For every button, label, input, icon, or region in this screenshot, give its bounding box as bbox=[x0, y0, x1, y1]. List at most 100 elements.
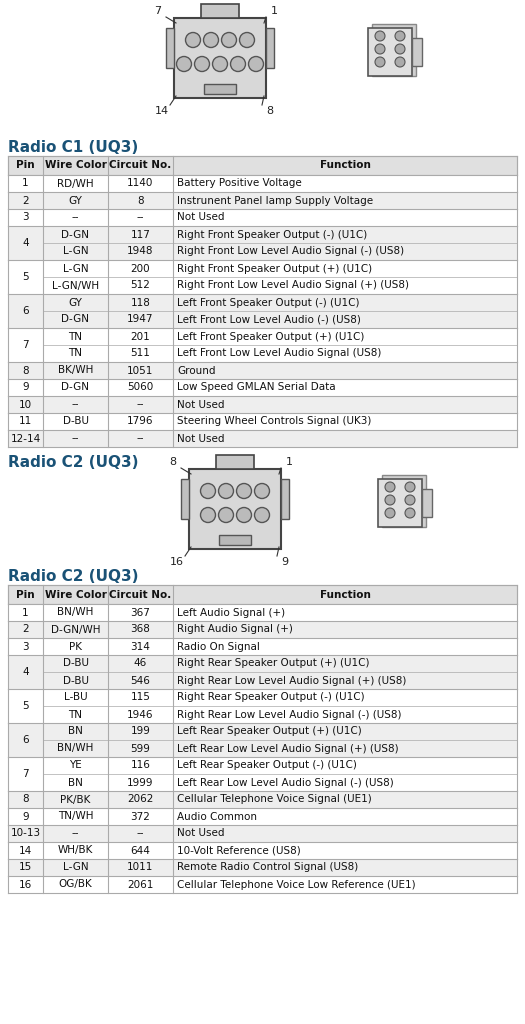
Bar bbox=[8, 362, 517, 379]
Text: Circuit No.: Circuit No. bbox=[109, 590, 172, 599]
Circle shape bbox=[239, 33, 255, 47]
Text: Radio C1 (UQ3): Radio C1 (UQ3) bbox=[8, 140, 138, 155]
Text: 2: 2 bbox=[22, 196, 29, 206]
Circle shape bbox=[375, 31, 385, 41]
Text: 15: 15 bbox=[19, 862, 32, 872]
Circle shape bbox=[255, 508, 269, 522]
Bar bbox=[281, 479, 289, 519]
Bar bbox=[382, 475, 426, 527]
Bar bbox=[189, 469, 281, 549]
Bar bbox=[8, 193, 517, 209]
Text: WH/BK: WH/BK bbox=[58, 846, 93, 855]
Text: Cellular Telephone Voice Low Reference (UE1): Cellular Telephone Voice Low Reference (… bbox=[177, 880, 416, 890]
Text: 14: 14 bbox=[19, 846, 32, 855]
Text: Radio C2 (UQ3): Radio C2 (UQ3) bbox=[8, 455, 139, 470]
Bar bbox=[219, 535, 251, 545]
Text: D-GN: D-GN bbox=[61, 383, 89, 392]
Bar bbox=[8, 209, 517, 226]
Text: 9: 9 bbox=[22, 811, 29, 821]
Text: 5: 5 bbox=[22, 272, 29, 282]
Text: 372: 372 bbox=[131, 811, 151, 821]
Text: Not Used: Not Used bbox=[177, 399, 225, 410]
Circle shape bbox=[395, 31, 405, 41]
Bar bbox=[8, 175, 517, 193]
Text: 5: 5 bbox=[22, 701, 29, 711]
Bar bbox=[8, 604, 517, 621]
Text: Right Rear Low Level Audio Signal (-) (US8): Right Rear Low Level Audio Signal (-) (U… bbox=[177, 710, 402, 720]
Bar bbox=[166, 28, 174, 68]
Text: 115: 115 bbox=[131, 692, 151, 702]
Text: Right Rear Speaker Output (-) (U1C): Right Rear Speaker Output (-) (U1C) bbox=[177, 692, 365, 702]
Text: 599: 599 bbox=[131, 743, 151, 754]
Text: 7: 7 bbox=[22, 340, 29, 350]
Text: Left Rear Speaker Output (+) (U1C): Left Rear Speaker Output (+) (U1C) bbox=[177, 726, 362, 736]
Bar bbox=[422, 489, 432, 517]
Text: 10-Volt Reference (US8): 10-Volt Reference (US8) bbox=[177, 846, 301, 855]
Text: 314: 314 bbox=[131, 641, 151, 651]
Circle shape bbox=[385, 495, 395, 505]
Text: Right Rear Low Level Audio Signal (+) (US8): Right Rear Low Level Audio Signal (+) (U… bbox=[177, 676, 406, 685]
Text: BN/WH: BN/WH bbox=[57, 607, 93, 617]
Text: Low Speed GMLAN Serial Data: Low Speed GMLAN Serial Data bbox=[177, 383, 335, 392]
Circle shape bbox=[236, 483, 251, 499]
Circle shape bbox=[395, 57, 405, 67]
Circle shape bbox=[395, 44, 405, 54]
Text: 7: 7 bbox=[22, 769, 29, 779]
Bar bbox=[8, 226, 517, 260]
Text: L-GN/WH: L-GN/WH bbox=[52, 281, 99, 291]
Text: 4: 4 bbox=[22, 667, 29, 677]
Text: BN/WH: BN/WH bbox=[57, 743, 93, 754]
Text: Right Front Low Level Audio Signal (-) (US8): Right Front Low Level Audio Signal (-) (… bbox=[177, 247, 404, 256]
Text: 199: 199 bbox=[131, 726, 151, 736]
Bar bbox=[8, 396, 517, 413]
Text: 367: 367 bbox=[131, 607, 151, 617]
Text: 2062: 2062 bbox=[127, 795, 154, 805]
Text: 511: 511 bbox=[131, 348, 151, 358]
Bar bbox=[8, 689, 517, 723]
Text: 201: 201 bbox=[131, 332, 150, 341]
Text: --: -- bbox=[72, 399, 79, 410]
Text: D-GN/WH: D-GN/WH bbox=[51, 625, 100, 635]
Bar bbox=[174, 18, 266, 98]
Text: 1140: 1140 bbox=[127, 178, 154, 188]
Text: 8: 8 bbox=[22, 795, 29, 805]
Bar bbox=[8, 638, 517, 655]
Circle shape bbox=[201, 508, 215, 522]
Circle shape bbox=[213, 56, 227, 72]
Text: TN: TN bbox=[68, 332, 82, 341]
Text: GY: GY bbox=[69, 298, 82, 307]
Text: 8: 8 bbox=[170, 457, 176, 467]
Text: Left Rear Speaker Output (-) (U1C): Left Rear Speaker Output (-) (U1C) bbox=[177, 761, 357, 770]
Bar bbox=[8, 655, 517, 689]
Circle shape bbox=[375, 44, 385, 54]
Text: Left Front Low Level Audio (-) (US8): Left Front Low Level Audio (-) (US8) bbox=[177, 314, 361, 325]
Bar bbox=[8, 430, 517, 447]
Bar bbox=[8, 260, 517, 294]
Bar bbox=[8, 791, 517, 808]
Text: L-GN: L-GN bbox=[62, 263, 88, 273]
Text: 117: 117 bbox=[131, 229, 151, 240]
Text: 2061: 2061 bbox=[127, 880, 154, 890]
Bar bbox=[8, 156, 517, 175]
Text: 1: 1 bbox=[286, 457, 292, 467]
Text: --: -- bbox=[136, 399, 144, 410]
Text: YE: YE bbox=[69, 761, 82, 770]
Text: Left Audio Signal (+): Left Audio Signal (+) bbox=[177, 607, 285, 617]
Text: Right Front Low Level Audio Signal (+) (US8): Right Front Low Level Audio Signal (+) (… bbox=[177, 281, 409, 291]
Text: 10: 10 bbox=[19, 399, 32, 410]
Circle shape bbox=[185, 33, 201, 47]
Text: D-GN: D-GN bbox=[61, 314, 89, 325]
Circle shape bbox=[230, 56, 246, 72]
Text: 1: 1 bbox=[270, 6, 278, 16]
Text: 1011: 1011 bbox=[127, 862, 154, 872]
Bar bbox=[378, 479, 422, 527]
Text: Circuit No.: Circuit No. bbox=[109, 161, 172, 171]
Text: Left Front Low Level Audio Signal (US8): Left Front Low Level Audio Signal (US8) bbox=[177, 348, 381, 358]
Text: Wire Color: Wire Color bbox=[45, 590, 107, 599]
Text: Steering Wheel Controls Signal (UK3): Steering Wheel Controls Signal (UK3) bbox=[177, 417, 371, 427]
Text: L-GN: L-GN bbox=[62, 247, 88, 256]
Text: Right Audio Signal (+): Right Audio Signal (+) bbox=[177, 625, 293, 635]
Text: Left Front Speaker Output (-) (U1C): Left Front Speaker Output (-) (U1C) bbox=[177, 298, 360, 307]
Text: 1: 1 bbox=[22, 178, 29, 188]
Circle shape bbox=[176, 56, 192, 72]
